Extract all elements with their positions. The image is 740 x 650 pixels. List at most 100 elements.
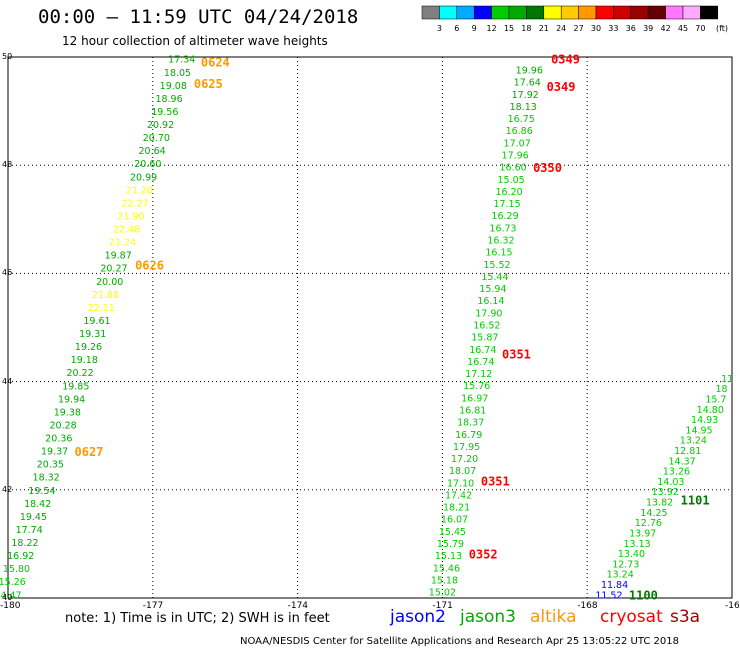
satellite-name-altika: altika — [530, 607, 577, 627]
wave-height-reading: 17.07 — [504, 138, 531, 149]
pass-time-label: 0351 — [481, 475, 510, 489]
legend-swatch — [700, 5, 719, 20]
legend-bin-label: 6 — [454, 24, 459, 33]
wave-height-reading: 16.52 — [473, 320, 500, 331]
legend-swatch — [508, 5, 527, 20]
wave-height-reading: 21.88 — [92, 290, 119, 301]
wave-height-reading: 19.45 — [20, 512, 47, 523]
legend-swatch — [595, 5, 614, 20]
wave-height-reading: 20.36 — [45, 434, 72, 445]
wave-height-reading: 20.22 — [66, 368, 93, 379]
wave-height-reading: 17.64 — [514, 78, 541, 89]
wave-height-reading: 14.95 — [685, 425, 712, 436]
legend-bin-label: 30 — [591, 24, 601, 33]
satellite-name-s3a: s3a — [670, 607, 701, 627]
lat-tick-label: 46 — [2, 268, 13, 278]
wave-height-reading: 16.79 — [455, 430, 482, 441]
wave-height-reading: 22.48 — [113, 225, 140, 236]
wave-height-reading: 11.52 — [595, 590, 622, 601]
altimeter-tracks: 17.34 18.05 19.08 18.96 19.56 20.92 20.70 20.64… — [0, 53, 733, 603]
wave-height-reading: 13.26 — [663, 467, 690, 478]
legend-bin-label: 21 — [539, 24, 549, 33]
wave-height-reading: 20.99 — [130, 172, 157, 183]
legend-bin-label: 33 — [608, 24, 618, 33]
wave-height-reading: 22.11 — [88, 303, 115, 314]
pass-time-label: 0624 — [201, 55, 230, 69]
wave-height-reading: 15.94 — [479, 284, 506, 295]
pass-time-label: 0352 — [469, 548, 498, 562]
wave-height-reading: 16.60 — [500, 163, 527, 174]
wave-height-reading: 13.24 — [607, 570, 634, 581]
legend-bin-label: 3 — [437, 24, 442, 33]
legend-swatch — [578, 5, 597, 20]
color-legend: 3 6 9 12 15 18 21 24 27 30 33 36 39 42 45 70 (ft) — [421, 5, 728, 33]
legend-swatch — [473, 5, 492, 20]
wave-height-reading: 19.18 — [71, 355, 98, 366]
legend-bin-label: 24 — [556, 24, 566, 33]
page-title: 00:00 – 11:59 UTC 04/24/2018 — [38, 6, 359, 28]
wave-height-reading: 18.37 — [457, 418, 484, 429]
legend-swatch — [543, 5, 562, 20]
wave-height-reading: 21.24 — [109, 238, 136, 249]
wave-height-reading: 15.87 — [471, 333, 498, 344]
legend-swatch — [456, 5, 475, 20]
wave-height-reading: 20.28 — [49, 420, 76, 431]
wave-height-reading: 12.76 — [635, 518, 662, 529]
wave-height-reading: 19.31 — [79, 329, 106, 340]
wave-height-reading: 19.87 — [105, 251, 132, 262]
wave-height-reading: 13.82 — [646, 498, 673, 509]
wave-height-reading: 16.20 — [495, 187, 522, 198]
pass-time-label: 0349 — [547, 80, 576, 94]
lat-tick-label: 42 — [2, 484, 13, 494]
legend-swatch — [647, 5, 666, 20]
wave-height-reading: 19.37 — [41, 447, 68, 458]
wave-height-reading: 19.85 — [62, 381, 89, 392]
wave-height-reading: 18.13 — [510, 102, 537, 113]
wave-height-reading: 20.70 — [143, 133, 170, 144]
wave-height-reading: 18.21 — [443, 503, 470, 514]
wave-height-reading: 17.34 — [168, 55, 195, 66]
pass-time-label: 1101 — [681, 494, 710, 508]
wave-height-reading: 17.20 — [451, 454, 478, 465]
lon-tick-label: -174 — [287, 601, 309, 611]
wave-height-reading: 17.74 — [16, 525, 43, 536]
lat-lon-grid — [8, 57, 732, 598]
lat-tick-label: 40 — [2, 593, 13, 602]
wave-height-reading: 19.08 — [160, 81, 187, 92]
wave-height-reading: 19.56 — [151, 107, 178, 118]
pass-time-label: 0625 — [194, 77, 223, 91]
wave-height-reading: 21.20 — [126, 185, 153, 196]
legend-bin-label: 9 — [472, 24, 477, 33]
lon-tick-label: -171 — [432, 601, 453, 611]
wave-height-reading: 15.26 — [0, 577, 26, 588]
legend-swatch — [439, 5, 458, 20]
pass-time-label: 0626 — [135, 258, 164, 272]
wave-height-reading: 13.13 — [623, 539, 650, 550]
credit-footer: NOAA/NESDIS Center for Satellite Applica… — [240, 636, 679, 647]
wave-height-reading: 15.7 — [705, 395, 726, 406]
legend-bin-label: 18 — [521, 24, 531, 33]
wave-height-reading: 15.05 — [497, 175, 524, 186]
wave-height-reading: 12.73 — [612, 559, 639, 570]
legend-unit: (ft) — [716, 24, 728, 33]
wave-height-reading: 11 — [721, 374, 733, 385]
satellite-name-jason2: jason2 — [390, 607, 446, 627]
legend-swatch — [682, 5, 701, 20]
wave-height-reading: 13.92 — [652, 487, 679, 498]
pass-time-label: 0351 — [502, 348, 531, 362]
wave-height-reading: 16.92 — [7, 551, 34, 562]
wave-height-reading: 16.86 — [506, 126, 533, 137]
wave-height-reading: 13.24 — [680, 436, 707, 447]
legend-bin-label: 42 — [661, 24, 671, 33]
wave-height-reading: 17.96 — [502, 151, 529, 162]
plot-frame — [7, 56, 733, 599]
legend-swatch — [630, 5, 649, 20]
wave-height-reading: 17.95 — [453, 442, 480, 453]
wave-height-reading: 19.94 — [58, 394, 85, 405]
wave-height-reading: 15.02 — [429, 588, 456, 599]
wave-height-reading: 20.92 — [147, 120, 174, 131]
wave-height-reading: 20.64 — [138, 146, 165, 157]
wave-height-reading: 15.18 — [431, 575, 458, 586]
wave-height-reading: 11.84 — [601, 580, 628, 591]
